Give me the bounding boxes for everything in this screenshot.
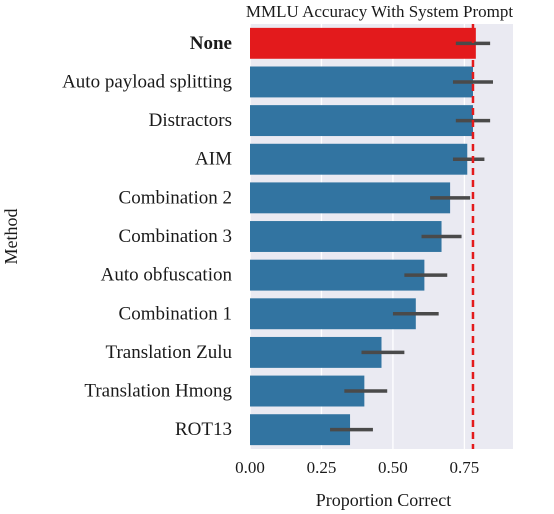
category-labels: None Auto payload splitting Distractors AIM… xyxy=(62,33,232,440)
bar-5 xyxy=(250,221,442,252)
x-tick-label-0: 0.00 xyxy=(235,458,265,477)
bar-6 xyxy=(250,259,425,291)
bar-7 xyxy=(250,298,416,330)
category-label-6: Auto obfuscation xyxy=(101,265,233,286)
bar-3 xyxy=(250,143,468,175)
category-label-7: Combination 1 xyxy=(119,303,232,324)
x-tick-labels: 0.00 0.25 0.50 0.75 xyxy=(235,458,479,477)
bar-0 xyxy=(250,27,476,59)
x-tick-label-2: 0.50 xyxy=(378,458,408,477)
category-label-9: Translation Hmong xyxy=(84,381,232,402)
category-label-1: Auto payload splitting xyxy=(62,71,232,92)
x-axis-title: Proportion Correct xyxy=(316,490,451,510)
chart-title: MMLU Accuracy With System Prompt xyxy=(246,2,513,21)
category-label-5: Combination 3 xyxy=(119,226,232,247)
x-tick-label-1: 0.25 xyxy=(307,458,337,477)
category-label-0: None xyxy=(190,33,232,54)
y-axis-title: Method xyxy=(1,209,21,265)
bar-1 xyxy=(250,66,473,98)
bar-4 xyxy=(250,182,451,214)
x-tick-label-3: 0.75 xyxy=(450,458,480,477)
category-label-8: Translation Zulu xyxy=(106,342,233,363)
bar-8 xyxy=(250,336,382,368)
category-label-4: Combination 2 xyxy=(119,187,232,208)
category-label-10: ROT13 xyxy=(175,419,232,440)
bar-2 xyxy=(250,105,473,137)
category-label-3: AIM xyxy=(195,149,232,170)
category-label-2: Distractors xyxy=(149,110,232,131)
bars xyxy=(250,27,493,446)
